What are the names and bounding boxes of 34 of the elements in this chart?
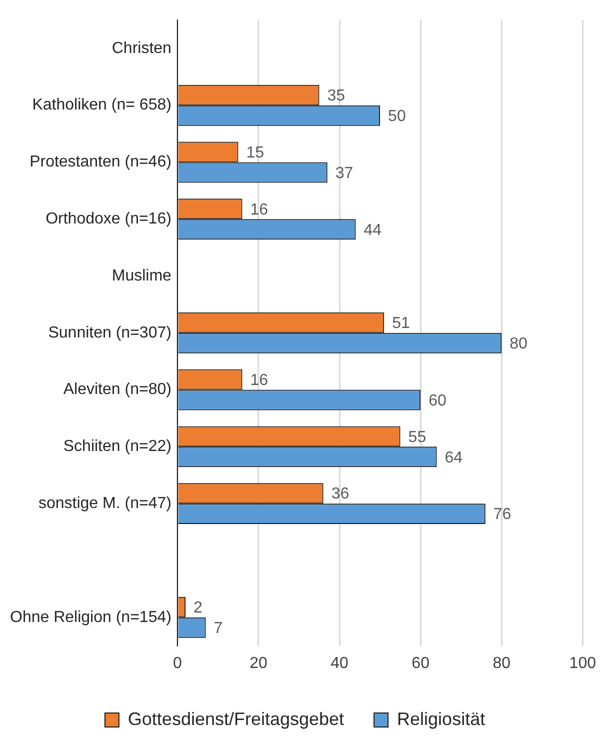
y-tick-label: Aleviten (n=80) [63,381,172,398]
data-label: 44 [364,222,382,239]
y-tick-label: sonstige M. (n=47) [38,494,172,512]
data-label: 64 [444,449,463,466]
data-label: 35 [327,88,346,104]
data-label: 16 [250,372,268,389]
data-label: 7 [214,620,223,637]
x-tick-label: 60 [412,654,430,672]
data-label: 36 [331,486,350,503]
legend-label: Gottesdienst/Freitagsgebet [128,708,344,729]
data-label: 60 [428,392,446,410]
y-tick-label: Orthodoxe (n=16) [46,210,172,228]
x-tick-label: 80 [492,654,511,672]
data-label: 76 [493,506,512,524]
x-tick-label: 100 [569,654,596,672]
data-label: 55 [408,428,426,446]
x-tick-label: 0 [172,654,182,672]
y-tick-label: Katholiken (n= 658) [32,96,172,114]
x-tick-label: 20 [250,654,268,672]
data-label: 51 [392,315,410,332]
data-label: 15 [246,144,264,162]
data-label: 16 [250,201,268,218]
legend-label: Religiosität [397,708,486,729]
y-tick-label: Schiiten (n=22) [63,438,172,456]
y-tick-label: Christen [112,40,172,57]
data-label: 2 [194,600,203,617]
y-tick-label: Protestanten (n=46) [30,154,172,171]
data-label: 80 [510,336,528,353]
x-tick-label: 40 [330,654,349,672]
data-label: 50 [388,108,406,125]
y-tick-label: Muslime [112,267,172,284]
y-tick-label: Ohne Religion (n=154) [10,608,172,626]
y-tick-label: Sunniten (n=307) [48,324,172,342]
data-label: 37 [335,164,354,182]
